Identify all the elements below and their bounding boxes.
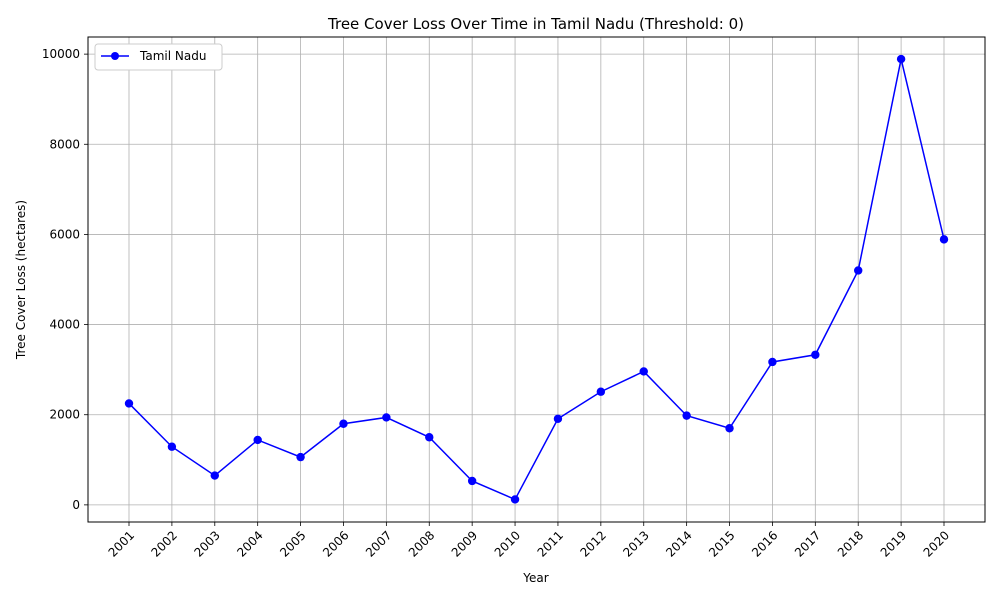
data-point — [768, 357, 777, 367]
data-point — [854, 266, 863, 275]
data-point — [639, 367, 648, 376]
y-tick-label: 10000 — [42, 47, 80, 61]
data-point — [296, 452, 305, 462]
legend: Tamil Nadu — [94, 43, 223, 71]
data-point — [896, 54, 906, 64]
data-point — [253, 435, 262, 445]
data-point — [382, 413, 391, 422]
y-tick-label: 8000 — [49, 137, 80, 151]
legend-marker — [111, 52, 119, 60]
legend-label: Tamil Nadu — [139, 49, 206, 63]
data-point — [339, 419, 348, 428]
data-point — [553, 414, 563, 423]
plot-frame — [87, 36, 986, 523]
legend-box — [94, 43, 223, 71]
data-point — [596, 387, 606, 396]
data-point — [210, 471, 219, 480]
y-axis: 0 2000 4000 6000 8000 10000 — [42, 47, 88, 512]
y-tick-label: 0 — [72, 498, 80, 512]
data-point — [682, 411, 691, 420]
data-point — [811, 350, 820, 359]
chart-title: Tree Cover Loss Over Time in Tamil Nadu … — [327, 15, 744, 33]
x-axis-label: Year — [522, 571, 548, 585]
data-point — [510, 495, 520, 504]
series-group — [124, 54, 949, 504]
data-point — [467, 476, 477, 486]
y-tick-label: 6000 — [49, 227, 80, 241]
y-axis-label: Tree Cover Loss (hectares) — [14, 200, 28, 360]
data-point — [425, 433, 434, 442]
data-point — [939, 235, 949, 244]
data-point — [725, 424, 734, 433]
y-tick-label: 4000 — [49, 318, 80, 332]
data-point — [124, 399, 134, 408]
y-tick-label: 2000 — [49, 408, 80, 422]
data-point — [167, 442, 177, 451]
grid — [88, 37, 985, 522]
series-line — [128, 58, 945, 501]
